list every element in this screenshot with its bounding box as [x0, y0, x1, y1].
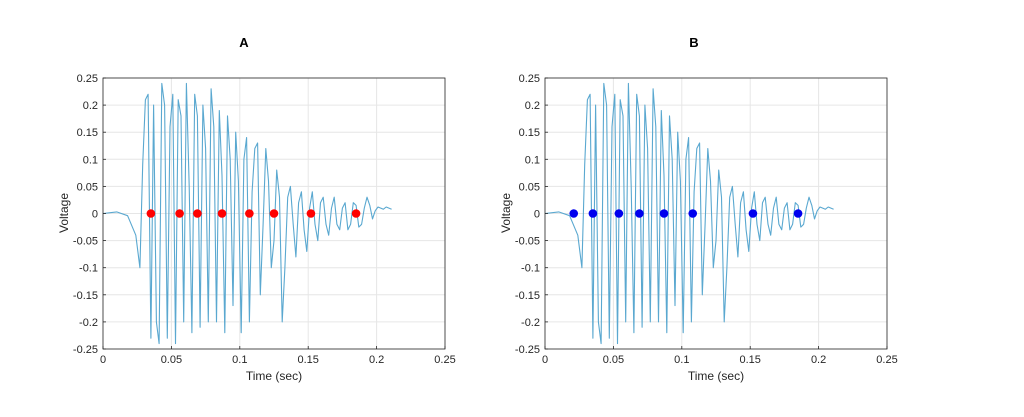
x-tick-label: 0.05 [603, 354, 624, 366]
data-point [688, 209, 698, 218]
y-tick-label: 0.25 [77, 73, 98, 85]
chart-title: A [239, 35, 249, 50]
x-axis-label: Time (sec) [246, 369, 302, 383]
y-tick-label: -0.2 [79, 317, 98, 329]
y-tick-label: 0 [92, 209, 98, 221]
x-axis-label: Time (sec) [688, 369, 744, 383]
data-point [569, 209, 579, 218]
x-tick-labels: 0 0.05 0.1 0.15 0.2 0.25 [542, 346, 898, 366]
y-tick-label: 0 [534, 209, 540, 221]
data-point [793, 209, 803, 218]
chart-title: B [689, 35, 698, 50]
y-axis-label: Voltage [57, 193, 71, 233]
y-tick-label: 0.05 [77, 181, 98, 193]
y-tick-label: -0.15 [515, 290, 540, 302]
y-tick-label: 0.25 [519, 73, 540, 85]
data-point [146, 209, 156, 218]
data-point [614, 209, 624, 218]
y-tick-label: -0.25 [515, 344, 540, 356]
x-tick-label: 0.2 [369, 354, 384, 366]
y-tick-label: -0.05 [515, 236, 540, 248]
x-tick-label: 0.05 [161, 354, 182, 366]
x-tick-labels: 0 0.05 0.1 0.15 0.2 0.25 [100, 346, 456, 366]
y-tick-label: -0.05 [73, 236, 98, 248]
marker-layer [146, 209, 361, 218]
series-layer [544, 82, 834, 345]
data-point [659, 209, 669, 218]
y-tick-label: -0.2 [521, 317, 540, 329]
data-point [217, 209, 227, 218]
y-tick-label: 0.05 [519, 181, 540, 193]
data-point [193, 209, 202, 218]
series-line [544, 82, 834, 345]
data-point [748, 209, 758, 218]
y-axis-label: Voltage [499, 193, 513, 233]
x-tick-label: 0.1 [674, 354, 689, 366]
series-layer [102, 82, 392, 345]
x-tick-label: 0.25 [434, 354, 455, 366]
y-tick-labels: -0.25 -0.2 -0.15 -0.1 -0.05 0 0.05 0.1 0.15 0.2 0.… [515, 73, 548, 356]
y-tick-label: 0.1 [83, 154, 98, 166]
x-tick-label: 0.2 [811, 354, 826, 366]
data-point [175, 209, 184, 218]
y-tick-label: -0.15 [73, 290, 98, 302]
y-tick-label: 0.2 [525, 100, 540, 112]
x-tick-label: 0.15 [739, 354, 760, 366]
marker-layer [569, 209, 803, 218]
chart-panel-a: A 0 0.05 0.1 0.15 0.2 0.25 -0.25 -0.2 -0.15 -0.1… [57, 35, 456, 383]
x-tick-label: 0.25 [876, 354, 897, 366]
x-tick-label: 0.15 [297, 354, 318, 366]
chart-panel-b: B 0 0.05 0.1 0.15 0.2 0.25 -0.25 -0.2 -0.15 -0.1… [499, 35, 898, 383]
x-tick-label: 0 [542, 354, 548, 366]
y-tick-labels: -0.25 -0.2 -0.15 -0.1 -0.05 0 0.05 0.1 0.15 0.2 0.… [73, 73, 106, 356]
data-point [306, 209, 316, 218]
y-tick-label: 0.1 [525, 154, 540, 166]
data-point [635, 209, 644, 218]
y-tick-label: 0.2 [83, 100, 98, 112]
y-tick-label: -0.1 [521, 263, 540, 275]
data-point [269, 209, 279, 218]
y-tick-label: 0.15 [77, 127, 98, 139]
data-point [245, 209, 254, 218]
data-point [588, 209, 598, 218]
x-tick-label: 0.1 [232, 354, 247, 366]
x-tick-label: 0 [100, 354, 106, 366]
y-tick-label: -0.25 [73, 344, 98, 356]
series-line [102, 82, 392, 345]
y-tick-label: -0.1 [79, 263, 98, 275]
y-tick-label: 0.15 [519, 127, 540, 139]
data-point [351, 209, 361, 218]
